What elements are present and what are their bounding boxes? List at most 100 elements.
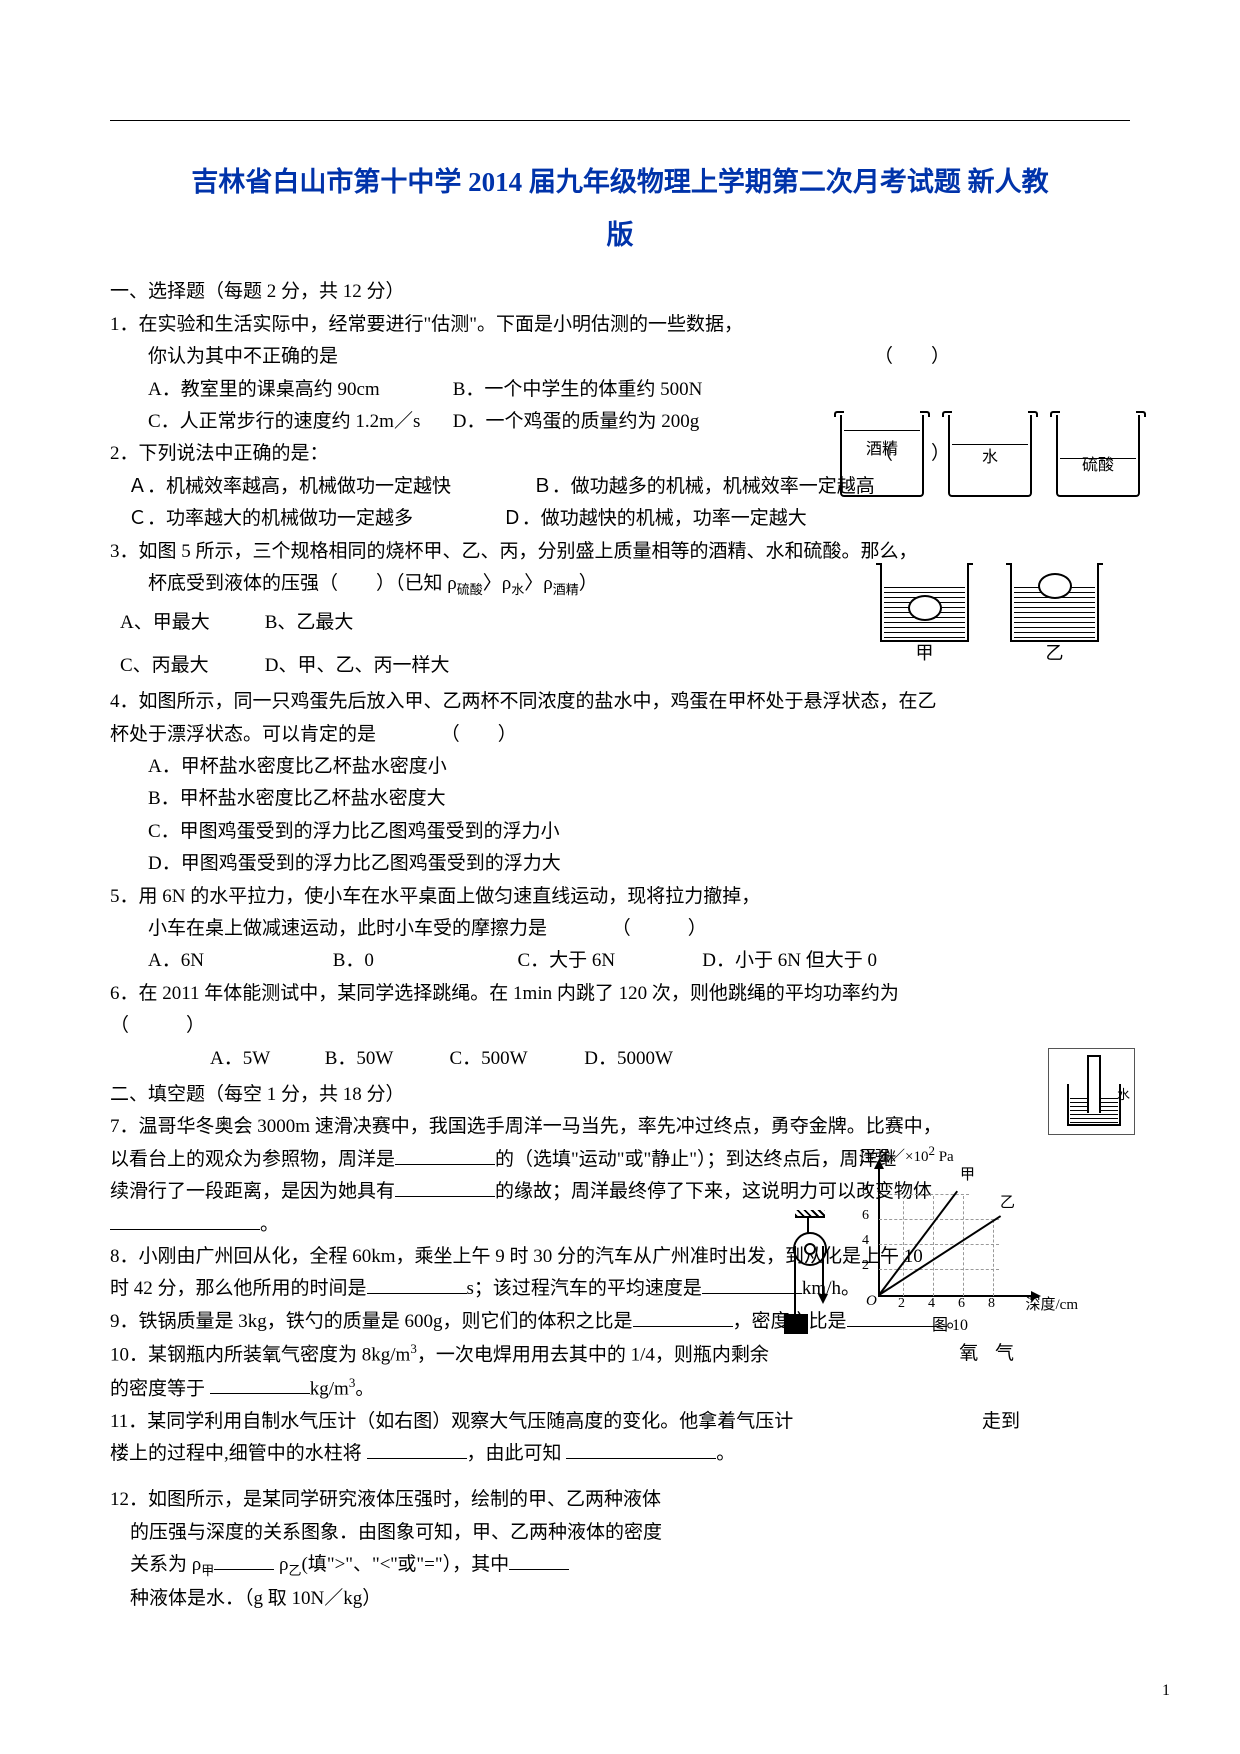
q3-C: C、丙最大 [120, 651, 260, 681]
line-yi [878, 1215, 1001, 1296]
q3-s2: 水 [511, 582, 524, 597]
q1-A: A．教室里的课桌高约 90cm [148, 375, 448, 405]
q4-B: B．甲杯盐水密度比乙杯盐水密度大 [110, 784, 1130, 814]
q10-e: kg/m [310, 1378, 349, 1399]
q11-c: 楼上的过程中,细管中的水柱将 [110, 1443, 362, 1464]
q1-C: C．人正常步行的速度约 1.2m／s [148, 407, 448, 437]
q10-c: 氧 气 [959, 1339, 1020, 1369]
q3-l2-post: ） [579, 573, 598, 594]
pulley-rope-left [794, 1246, 796, 1316]
q5-C: C．大于 6N [518, 946, 698, 976]
q1-line2: 你认为其中不正确的是 （ ） [110, 342, 1130, 372]
beaker-alcohol: 酒精 [840, 415, 924, 497]
q12-l3a: 关系为 ρ [130, 1554, 201, 1575]
q5-stem: 5．用 6N 的水平拉力，使小车在水平桌面上做匀速直线运动，现将拉力撤掉， [110, 882, 1130, 912]
q12-l1: 12．如图所示，是某同学研究液体压强时，绘制的甲、乙两种液体 [110, 1485, 730, 1515]
q4-A: A．甲杯盐水密度比乙杯盐水密度小 [110, 752, 1130, 782]
vline1 [903, 1196, 904, 1296]
page-number: 1 [1162, 1678, 1170, 1704]
q12-l4: 种液体是水．（g 取 10N／kg） [110, 1584, 750, 1614]
q1-row-ab: A．教室里的课桌高约 90cm B．一个中学生的体重约 500N [110, 375, 1130, 405]
q10-l2: 的密度等于 kg/m3。 [110, 1373, 1130, 1405]
q6-paren: （ ） [110, 1011, 1130, 1041]
q2-row-cd: Ｃ．功率越大的机械做功一定越多 Ｄ．做功越快的机械，功率一定越大 [110, 504, 1130, 534]
q7-l4t: 。 [260, 1214, 279, 1235]
q9-a: 9．铁锅质量是 3kg，铁勺的质量是 600g，则它们的体积之比是 [110, 1311, 633, 1332]
pulley-rope-right [822, 1246, 824, 1296]
graph-caption: 图 10 [840, 1313, 1060, 1339]
q4-stem: 4．如图所示，同一只鸡蛋先后放入甲、乙两杯不同浓度的盐水中，鸡蛋在甲杯处于悬浮状… [110, 687, 1130, 717]
q3-s1: 硫酸 [457, 582, 483, 597]
section1-head: 一、选择题（每题 2 分，共 12 分） [110, 277, 1130, 307]
q12-sub2: 乙 [288, 1563, 301, 1578]
spacer [110, 1471, 1130, 1483]
q4-line2-row: 杯处于漂浮状态。可以肯定的是 （ ） [110, 720, 1130, 750]
label-acid: 硫酸 [1058, 453, 1138, 479]
q1-line2-text: 你认为其中不正确的是 [148, 346, 338, 367]
label-water: 水 [950, 445, 1030, 471]
q2-A: Ａ．机械效率越高，机械做功一定越快 [128, 472, 528, 502]
q8-blank1 [367, 1274, 467, 1294]
q8-l2a: 时 42 分，那么他所用的时间是 [110, 1278, 367, 1299]
figure-graph: 压强／×102 Pa O 2 4 6 8 2 4 6 8 甲 乙 深度/cm 图… [840, 1145, 1060, 1325]
q1-paren: （ ） [874, 342, 950, 372]
q11-blank1 [367, 1439, 467, 1459]
beaker-acid: 硫酸 [1056, 415, 1140, 497]
egg-beaker-left: 甲 [880, 565, 969, 642]
q6-stem: 6．在 2011 年体能测试中，某同学选择跳绳。在 1min 内跳了 120 次… [110, 979, 1130, 1009]
beaker-water: 水 [948, 415, 1032, 497]
vline3 [963, 1196, 964, 1296]
q3-s3: 酒精 [553, 582, 579, 597]
origin-label: O [866, 1289, 877, 1313]
q7-blank3 [110, 1210, 260, 1230]
q12-blank2 [509, 1550, 569, 1570]
ytick-6: 6 [862, 1205, 869, 1227]
q1-stem: 1．在实验和生活实际中，经常要进行"估测"。下面是小明估测的一些数据， [110, 310, 1130, 340]
q9-blank1 [633, 1307, 733, 1327]
q5-line2-row: 小车在桌上做减速运动，此时小车受的摩擦力是 （ ） [110, 914, 1130, 944]
q11-a: 11．某同学利用自制水气压计（如右图）观察大气压随高度的变化。他拿着气压计 [110, 1411, 793, 1432]
gline3 [879, 1219, 999, 1220]
egg-beaker-right: 乙 [1010, 565, 1099, 642]
q7-blank2 [395, 1177, 495, 1197]
q5-paren: （ ） [612, 918, 707, 939]
q5-A: A．6N [148, 946, 328, 976]
q8-l2b: s；该过程汽车的平均速度是 [467, 1278, 702, 1299]
q7-l2b: 的（选填"运动"或"静止"）；到达终点后，周洋继 [495, 1149, 897, 1170]
q4-D: D．甲图鸡蛋受到的浮力比乙图鸡蛋受到的浮力大 [110, 849, 1130, 879]
egg-left [908, 595, 942, 621]
q7-l3a: 续滑行了一段距离，是因为她具有 [110, 1181, 395, 1202]
pulley-axle [804, 1243, 816, 1255]
q11-l2: 楼上的过程中,细管中的水柱将 ，由此可知 。 [110, 1439, 1130, 1469]
q3-g1: 〉ρ [483, 573, 511, 594]
q7-l2a: 以看台上的观众为参照物，周洋是 [110, 1149, 395, 1170]
q3-g2: 〉ρ [524, 573, 552, 594]
main-title-line1: 吉林省白山市第十中学 2014 届九年级物理上学期第二次月考试题 新人教 [110, 161, 1130, 204]
q6-options: A．5W B．50W C．500W D．5000W [110, 1044, 1130, 1074]
q3-stem: 3．如图 5 所示，三个规格相同的烧杯甲、乙、丙，分别盛上质量相等的酒精、水和硫… [110, 537, 1130, 567]
label-alcohol: 酒精 [842, 437, 922, 463]
q11-b: 走到 [982, 1407, 1020, 1437]
pulley-arrow-icon [818, 1294, 828, 1306]
pulley-mount [795, 1210, 825, 1218]
ytick-4: 4 [862, 1230, 869, 1252]
figure-barometer: 水 [1048, 1048, 1135, 1135]
q10-d: 的密度等于 [110, 1378, 205, 1399]
q3-B: B、乙最大 [265, 612, 354, 633]
barometer-tube [1087, 1055, 1101, 1113]
figure-eggs: 甲 乙 [880, 565, 1110, 675]
figure-beakers: 酒精 水 硫酸 [840, 415, 1140, 505]
q10-blank [210, 1374, 310, 1394]
q10-a: 10．某钢瓶内所装氧气密度为 8kg/m [110, 1344, 410, 1365]
egg-label-left: 甲 [882, 639, 967, 668]
figure-pulley [780, 1210, 840, 1340]
q5-D: D．小于 6N 但大于 0 [702, 950, 877, 971]
graph-yl-post: Pa [935, 1149, 954, 1165]
q3-D: D、甲、乙、丙一样大 [265, 655, 450, 676]
section2-head: 二、填空题（每空 1 分，共 18 分） [110, 1080, 1130, 1110]
q1-D: D．一个鸡蛋的质量约为 200g [453, 411, 699, 432]
egg-label-right: 乙 [1012, 639, 1097, 668]
q5-options: A．6N B．0 C．大于 6N D．小于 6N 但大于 0 [110, 946, 1130, 976]
q3-A: A、甲最大 [120, 608, 260, 638]
q12-l3: 关系为 ρ甲 ρ乙(填">"、"<''或"="），其中 [110, 1550, 750, 1582]
